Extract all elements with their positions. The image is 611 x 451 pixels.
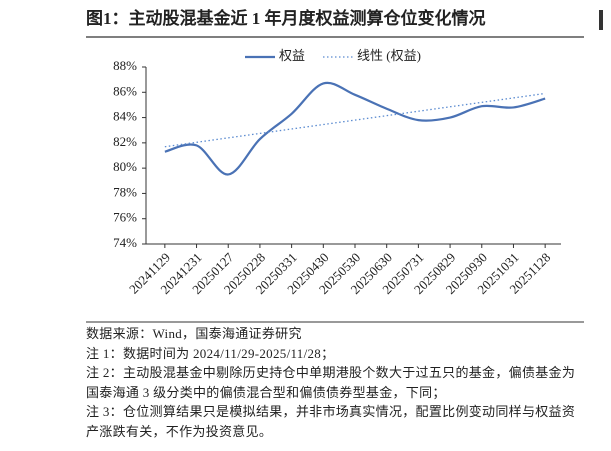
trend-line xyxy=(164,92,546,148)
notes: 数据来源：Wind，国泰海通证券研究注 1：数据时间为 2024/11/29-2… xyxy=(86,324,586,442)
y-tick-label: 74% xyxy=(113,235,137,250)
y-tick-label: 86% xyxy=(113,83,137,98)
legend-label: 权益 xyxy=(279,48,305,63)
y-tick-label: 80% xyxy=(113,159,137,174)
chart-title: 图1：主动股混基金近 1 年月度权益测算仓位变化情况 xyxy=(86,8,486,28)
data-line xyxy=(164,81,546,176)
note: 注 3：仓位测算结果只是模拟结果，并非市场真实情况，配置比例变动同样与权益资产涨… xyxy=(86,404,576,439)
y-tick-label: 88% xyxy=(113,58,137,73)
y-tick-label: 78% xyxy=(113,184,137,199)
y-tick-label: 76% xyxy=(113,210,137,225)
note: 注 1：数据时间为 2024/11/29-2025/11/28； xyxy=(86,345,335,361)
y-tick-label: 82% xyxy=(113,134,137,149)
note: 数据来源：Wind，国泰海通证券研究 xyxy=(86,326,302,341)
note: 注 2：主动股混基金中剔除历史持仓中单期港股个数大于过五只的基金，偏债基金为国泰… xyxy=(86,365,576,400)
y-tick-label: 84% xyxy=(113,109,137,124)
legend-label: 线性 (权益) xyxy=(357,48,421,63)
